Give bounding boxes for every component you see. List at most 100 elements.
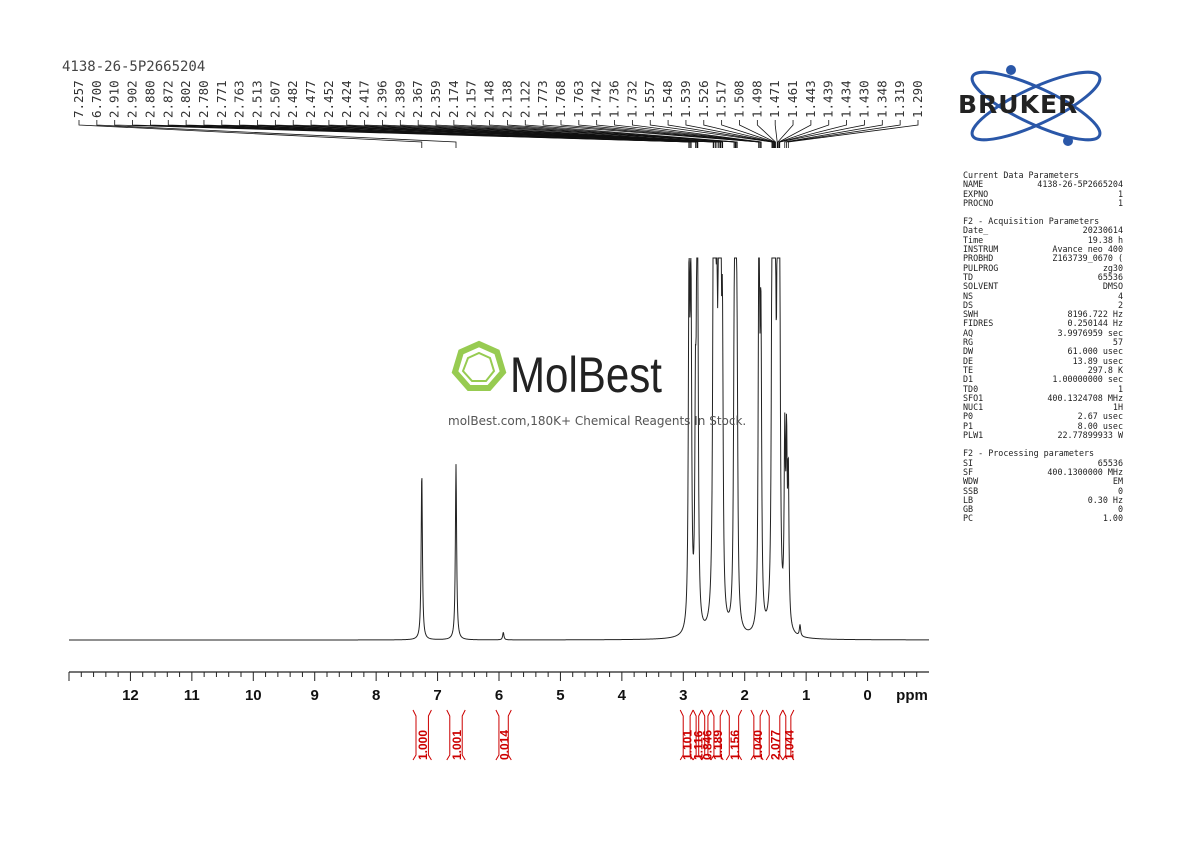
parameter-value: 1 <box>1117 188 1123 199</box>
peak-label: 2.802 <box>178 80 193 118</box>
parameter-value: 0.250144 Hz <box>1067 318 1123 329</box>
parameter-value: 65536 <box>1097 271 1123 282</box>
parameter-key: AQ <box>963 327 974 338</box>
integral-value: 1.044 <box>782 730 796 760</box>
parameter-key: PULPROG <box>963 262 999 273</box>
parameter-key: SF <box>963 466 974 477</box>
parameter-value: 2.67 usec <box>1077 411 1123 422</box>
parameter-row: D1 1.00000000 sec <box>963 374 1123 385</box>
peak-label: 2.367 <box>410 80 425 118</box>
watermark-brand: MolBest <box>510 347 662 403</box>
x-axis: 12 11 10 9 8 7 6 5 4 3 2 1 0 ppm <box>68 671 929 704</box>
parameter-value: 57 <box>1112 337 1123 348</box>
peak-leader-line <box>667 120 773 148</box>
parameter-row: P1 8.00 usec <box>963 421 1123 431</box>
parameter-key: TE <box>963 364 974 375</box>
molbest-logo-icon <box>451 340 507 391</box>
parameter-row: Date_ 20230614 <box>963 226 1123 236</box>
integral-value: 1.101 <box>681 730 695 760</box>
peak-label: 2.157 <box>464 80 479 118</box>
parameter-row: SWH 8196.722 Hz <box>963 309 1123 319</box>
parameter-row: DW 61.000 usec <box>963 346 1123 357</box>
parameter-section: F2 - Processing parameters SI 65536 SF 400.1… <box>963 449 1123 524</box>
parameter-value: 0 <box>1117 485 1123 496</box>
peak-label: 2.359 <box>428 80 443 118</box>
integral-bracket <box>692 709 703 761</box>
integral-bracket <box>679 709 694 761</box>
parameter-row: WDW EM <box>963 476 1123 487</box>
peak-leader-line <box>78 120 423 148</box>
peak-label: 2.174 <box>446 80 461 118</box>
integral-bracket <box>710 709 724 761</box>
parameter-value: 2 <box>1117 299 1123 310</box>
x-tick-label: 11 <box>184 687 200 704</box>
parameter-row: PLW1 22.77899933 W <box>963 430 1123 440</box>
x-tick-label: 9 <box>311 687 319 704</box>
parameter-row: SOLVENT DMSO <box>963 281 1123 292</box>
parameter-row: DS 2 <box>963 299 1123 310</box>
sample-title: 4138-26-5P2665204 <box>62 59 206 75</box>
peak-label: 1.773 <box>535 80 550 118</box>
x-tick-label: 12 <box>122 687 139 704</box>
peak-leader-line <box>779 120 847 148</box>
peak-label: 1.471 <box>767 80 782 118</box>
peak-label: 7.257 <box>71 80 86 118</box>
watermark-tagline: molBest.com,180K+ Chemical Reagents In S… <box>448 414 747 428</box>
peak-leader-line <box>489 120 737 148</box>
parameter-row: NAME 4138-26-5P2665204 <box>963 179 1123 190</box>
parameter-value: 297.8 K <box>1087 364 1123 375</box>
peak-leader-line <box>507 120 737 148</box>
x-tick-label: 3 <box>679 687 687 704</box>
parameter-key: TD <box>963 271 974 282</box>
acquisition-parameters-panel: Current Data Parameters NAME 4138-26-5P266… <box>963 170 1123 533</box>
peak-leader-line <box>779 120 865 148</box>
peak-label: 1.736 <box>607 80 622 118</box>
x-tick-label: 8 <box>372 687 380 704</box>
parameter-value: 61.000 usec <box>1067 346 1123 357</box>
parameter-key: Time <box>963 234 984 245</box>
peak-label: 2.148 <box>482 80 497 118</box>
parameter-value: 4138-26-5P2665204 <box>1037 179 1123 190</box>
parameter-key: NS <box>963 290 974 301</box>
parameter-row: SF 400.1300000 MHz <box>963 466 1123 477</box>
integral-bracket <box>725 709 743 761</box>
peak-leader-line <box>346 120 720 148</box>
peak-label: 2.910 <box>107 80 122 118</box>
parameter-value: EM <box>1112 476 1123 487</box>
x-tick-label: 0 <box>863 687 871 704</box>
parameter-key: EXPNO <box>963 188 989 199</box>
integral-value: 0.846 <box>700 730 714 760</box>
parameter-row: PROCNO 1 <box>963 198 1123 208</box>
spectrum-trace <box>69 257 929 641</box>
peak-label: 2.452 <box>321 80 336 118</box>
parameter-key: NAME <box>963 179 984 190</box>
parameter-row: PULPROG zg30 <box>963 262 1123 273</box>
integral-value: 1.040 <box>751 730 765 760</box>
parameter-key: NUC1 <box>963 402 984 413</box>
integral-value: 0.014 <box>498 730 512 760</box>
peak-label: 1.508 <box>731 80 746 118</box>
peak-leader-line <box>784 120 883 148</box>
peak-leader-line <box>435 120 724 148</box>
parameter-row: PROBHD Z163739_0670 ( <box>963 254 1123 264</box>
parameter-row: SSB 0 <box>963 485 1123 496</box>
peak-label: 2.902 <box>125 80 140 118</box>
peak-label: 2.763 <box>232 80 247 118</box>
parameter-row: INSTRUM Avance neo 400 <box>963 244 1123 254</box>
peak-leader-line <box>578 120 760 148</box>
parameter-value: 13.89 usec <box>1072 355 1123 366</box>
x-tick-label: 1 <box>802 687 810 704</box>
peak-label: 2.122 <box>517 80 532 118</box>
parameter-section: F2 - Acquisition Parameters Date_ 20230614… <box>963 216 1123 440</box>
parameter-key: SOLVENT <box>963 281 999 292</box>
parameter-value: 0 <box>1117 504 1123 515</box>
peak-leader-line <box>774 120 778 148</box>
peak-label: 2.507 <box>267 80 282 118</box>
peak-label: 2.482 <box>285 80 300 118</box>
parameter-row: PC 1.00 <box>963 514 1123 524</box>
peak-label: 2.138 <box>499 80 514 118</box>
peak-leader-line <box>453 120 735 148</box>
parameter-key: DS <box>963 299 974 310</box>
parameter-key: D1 <box>963 374 974 385</box>
